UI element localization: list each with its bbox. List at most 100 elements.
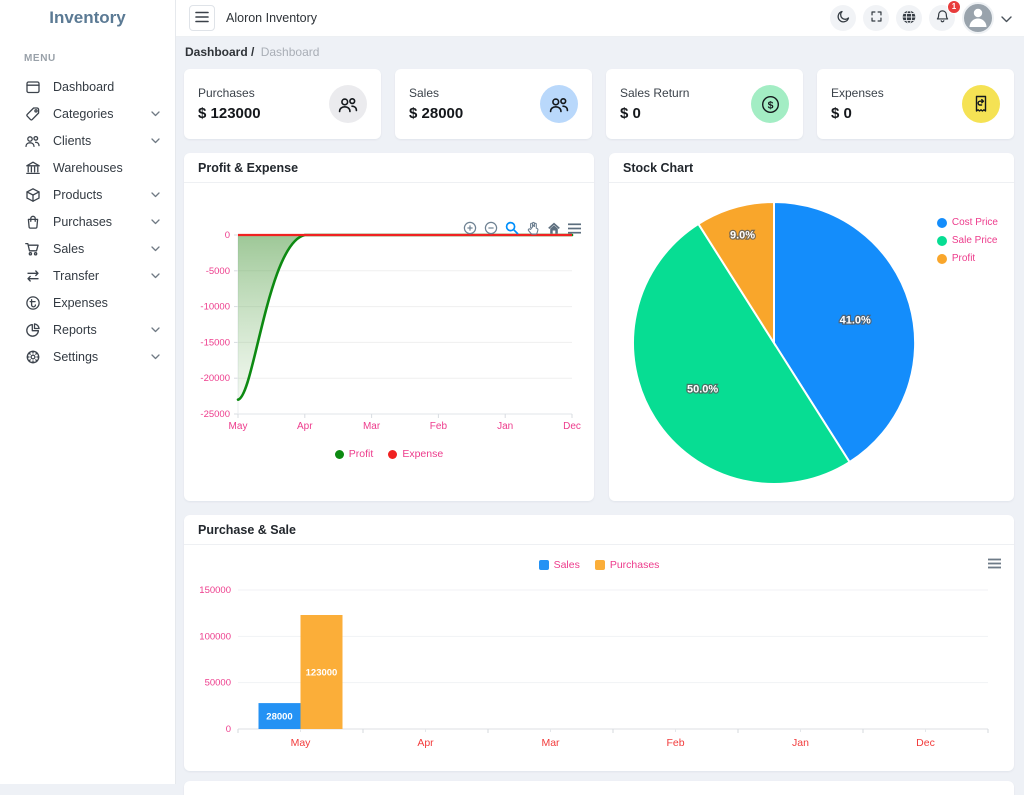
sidebar-item-reports[interactable]: Reports (0, 316, 175, 343)
stat-value: $ 0 (831, 105, 852, 122)
svg-text:-25000: -25000 (200, 409, 230, 420)
breadcrumb-current[interactable]: Dashboard (185, 45, 248, 59)
sidebar-item-label: Settings (53, 349, 99, 364)
bar-value-label: 28000 (266, 712, 292, 723)
stat-title: Sales (409, 86, 440, 100)
dollar-circle-icon: $ (751, 85, 789, 123)
sidebar-item-purchases[interactable]: Purchases (0, 208, 175, 235)
bar-value-label: 123000 (306, 668, 338, 679)
zoom-in-button[interactable] (463, 221, 477, 238)
svg-text:Dec: Dec (916, 737, 935, 749)
user-avatar[interactable] (962, 2, 994, 34)
notifications-button[interactable]: 1 (929, 0, 961, 31)
stat-value: $ 28000 (409, 105, 464, 122)
charts-row: Profit & Expense 0 -5000 -10000 -15000 -2000… (184, 153, 1014, 501)
svg-text:50000: 50000 (205, 678, 231, 689)
purchase-sale-card: Purchase & Sale Sales Purchases 150000 100… (184, 515, 1014, 771)
sidebar-item-clients[interactable]: Clients (0, 127, 175, 154)
svg-text:100000: 100000 (199, 631, 231, 642)
sidebar-item-label: Transfer (53, 268, 100, 283)
profile-menu-button[interactable] (1001, 11, 1012, 26)
sidebar-item-warehouses[interactable]: Warehouses (0, 154, 175, 181)
fullscreen-button[interactable] (863, 5, 889, 31)
legend-dot (936, 217, 947, 228)
sidebar-item-categories[interactable]: Categories (0, 100, 175, 127)
stat-title: Expenses (831, 86, 884, 100)
sidebar-item-dashboard[interactable]: Dashboard (0, 73, 175, 100)
language-globe-button[interactable] (896, 5, 922, 31)
svg-text:May: May (291, 737, 312, 749)
sidebar-item-settings[interactable]: Settings (0, 343, 175, 370)
sidebar-item-label: Clients (53, 133, 92, 148)
profit-expense-legend: Profit Expense (184, 448, 594, 460)
breadcrumb-page: Dashboard (260, 45, 320, 59)
cube-icon (24, 186, 41, 203)
stat-card-expenses: Expenses $ 0 (817, 69, 1014, 139)
chevron-down-icon (151, 272, 160, 279)
bar-sales-may[interactable] (258, 703, 301, 729)
legend-item-sales[interactable]: Sales (538, 559, 580, 571)
sidebar-item-label: Purchases (53, 214, 113, 229)
svg-text:Mar: Mar (363, 421, 381, 432)
home-button[interactable] (547, 221, 561, 238)
bank-icon (24, 159, 41, 176)
stock-chart-title: Stock Chart (609, 153, 1014, 183)
chevron-down-icon (151, 245, 160, 252)
stat-card-sales: Sales $ 28000 (395, 69, 592, 139)
bar-purchases-may[interactable] (300, 615, 343, 729)
chart-menu-button[interactable] (988, 557, 1001, 572)
profit-line (236, 233, 574, 401)
pie-slice-sale-price[interactable] (631, 222, 851, 486)
chevron-down-icon (151, 326, 160, 333)
app-logo: Inventory (49, 8, 126, 27)
legend-item-profit[interactable]: Profit (936, 253, 998, 264)
chart-toolbar (463, 221, 581, 238)
currency-circle-icon (24, 294, 41, 311)
legend-item-sale-price[interactable]: Sale Price (936, 235, 998, 246)
pie-slice-profit[interactable] (697, 200, 775, 347)
selection-zoom-button[interactable] (505, 221, 519, 238)
svg-text:-5000: -5000 (206, 266, 230, 277)
sidebar: Inventory MENU Dashboard Categories Client… (0, 0, 176, 784)
next-card-partial (184, 781, 1014, 795)
menu-button[interactable] (568, 222, 581, 237)
sidebar-item-label: Categories (53, 106, 114, 121)
bell-icon (935, 9, 950, 27)
sidebar-item-sales[interactable]: Sales (0, 235, 175, 262)
zoom-out-button[interactable] (484, 221, 498, 238)
sidebar-item-expenses[interactable]: Expenses (0, 289, 175, 316)
svg-text:Feb: Feb (430, 421, 448, 432)
selection-zoom-icon (505, 221, 519, 238)
legend-item-purchases[interactable]: Purchases (594, 559, 660, 571)
svg-text:Jan: Jan (497, 421, 513, 432)
notification-badge: 1 (947, 0, 961, 14)
legend-item-profit[interactable]: Profit (334, 448, 373, 460)
main-content: Dashboard / Dashboard Purchases $ 123000 S… (176, 37, 1024, 795)
legend-label: Purchases (609, 559, 660, 571)
legend-item-cost-price[interactable]: Cost Price (936, 217, 998, 228)
svg-text:-20000: -20000 (200, 373, 230, 384)
sidebar-item-transfer[interactable]: Transfer (0, 262, 175, 289)
svg-text:0: 0 (226, 724, 231, 735)
legend-item-expense[interactable]: Expense (388, 448, 443, 460)
chevron-down-icon (151, 191, 160, 198)
svg-text:150000: 150000 (199, 585, 231, 596)
pan-button[interactable] (526, 221, 540, 238)
legend-dot (936, 253, 947, 264)
dashboard-icon (24, 78, 41, 95)
stock-pie-plot: 41.0% 50.0% 9.0% (631, 200, 917, 486)
svg-text:-10000: -10000 (200, 302, 230, 313)
svg-text:Dec: Dec (563, 421, 581, 432)
sidebar-toggle-button[interactable] (189, 5, 215, 31)
svg-text:Jan: Jan (792, 737, 809, 749)
sidebar-item-products[interactable]: Products (0, 181, 175, 208)
moon-icon (836, 9, 851, 27)
svg-text:-15000: -15000 (200, 337, 230, 348)
sidebar-item-label: Products (53, 187, 103, 202)
legend-label: Sale Price (951, 235, 998, 246)
dark-mode-button[interactable] (830, 5, 856, 31)
purchase-sale-title: Purchase & Sale (184, 515, 1014, 545)
cart-icon (24, 240, 41, 257)
stat-card-purchases: Purchases $ 123000 (184, 69, 381, 139)
